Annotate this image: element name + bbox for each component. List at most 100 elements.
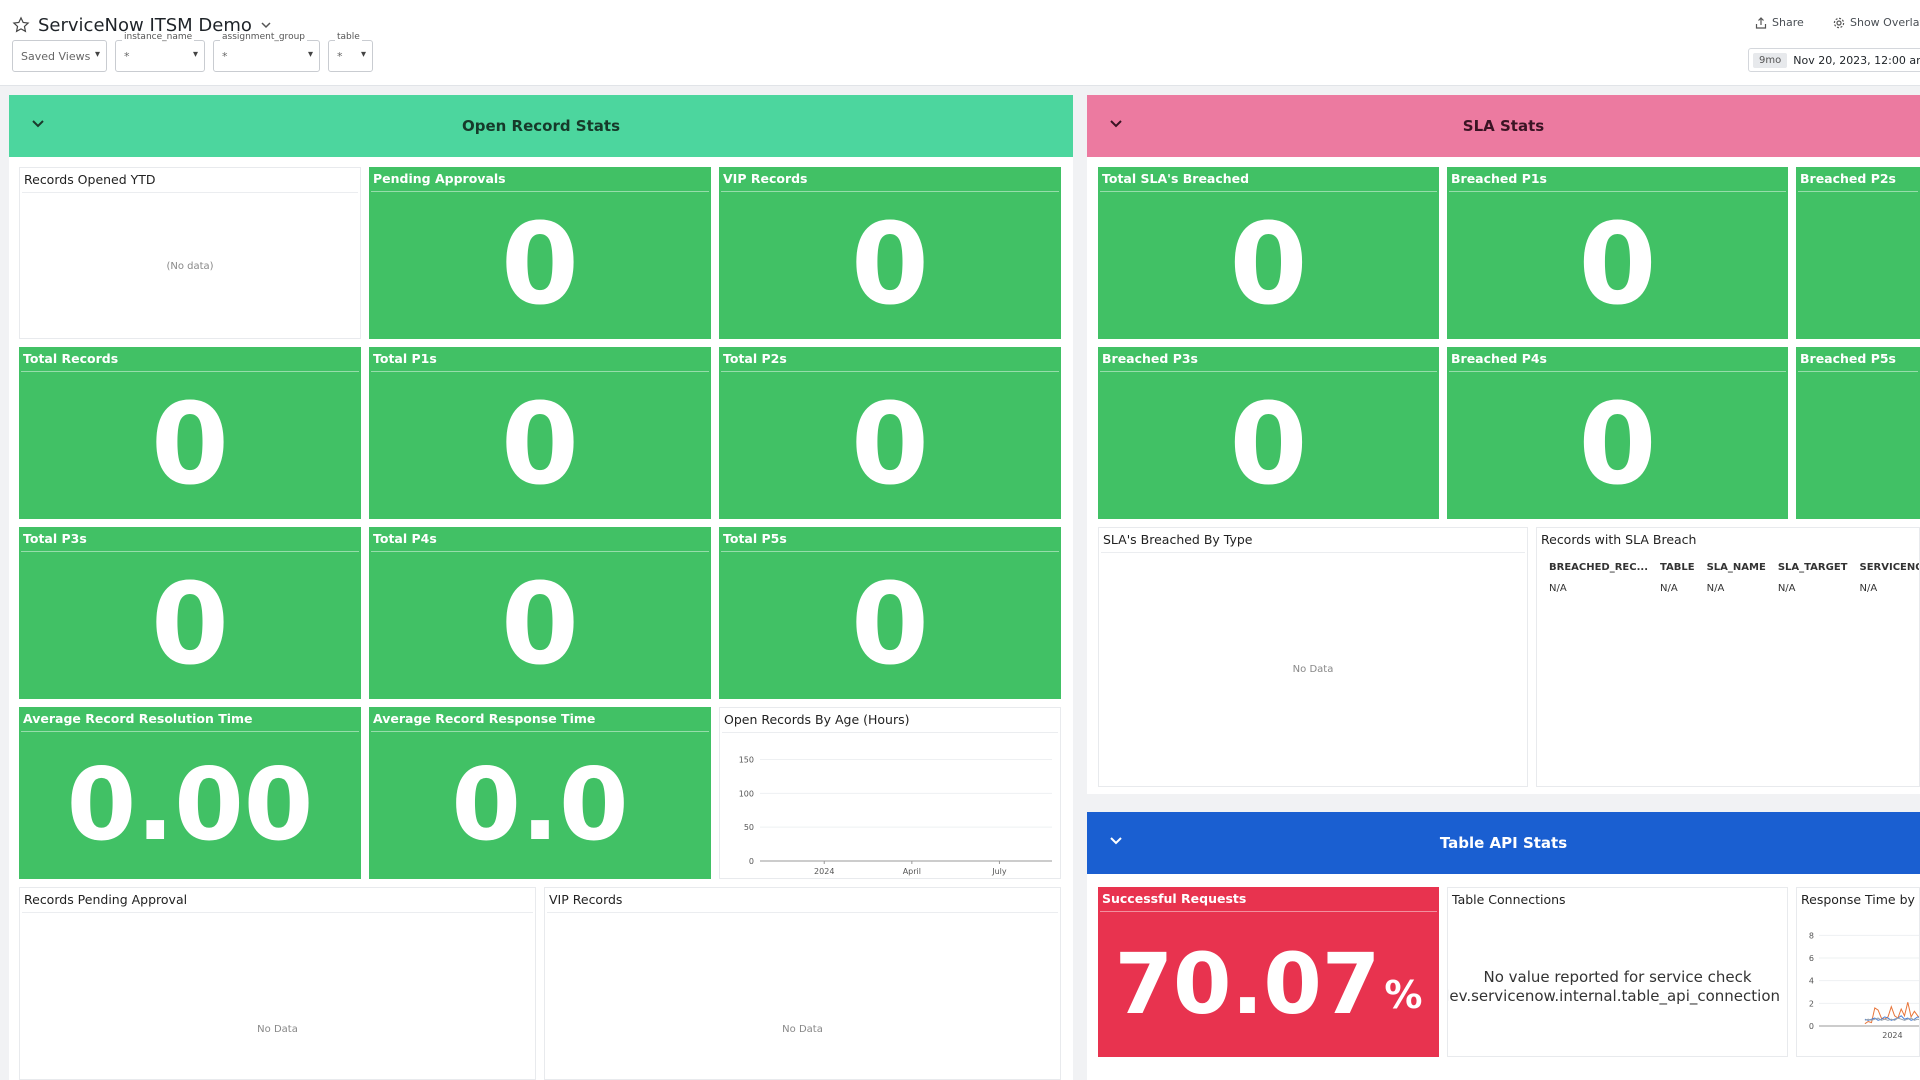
assignment-group-select[interactable]: assignment_group * ▾ — [213, 32, 320, 72]
widget-breached-p5s[interactable]: Breached P5s 0 — [1796, 347, 1920, 519]
widget-successful-requests[interactable]: Successful Requests 70.07 % — [1098, 887, 1439, 1057]
widget-open-records-by-age[interactable]: Open Records By Age (Hours) 0 50 100 150 202… — [719, 707, 1061, 879]
chevron-down-icon[interactable] — [27, 113, 49, 135]
widget-avg-response-time[interactable]: Average Record Response Time 0.0 — [369, 707, 711, 879]
show-overlays-button[interactable]: Show Overlays — [1833, 16, 1920, 29]
widget-total-p4s[interactable]: Total P4s 0 — [369, 527, 711, 699]
table-select[interactable]: table * ▾ — [328, 32, 373, 72]
column-header[interactable]: SLA_TARGET — [1777, 562, 1848, 573]
gear-icon — [1833, 17, 1845, 28]
instance-name-select[interactable]: instance_name * ▾ — [115, 32, 205, 72]
caret-down-icon: ▾ — [94, 49, 100, 60]
no-data-text: No Data — [257, 1024, 298, 1035]
widget-breached-p3s[interactable]: Breached P3s 0 — [1098, 347, 1439, 519]
widget-total-p3s[interactable]: Total P3s 0 — [19, 527, 361, 699]
share-label: Share — [1772, 16, 1804, 29]
column-header[interactable]: SLA_NAME — [1706, 562, 1766, 573]
y-tick-label: 150 — [739, 756, 754, 765]
group-header-open-record-stats[interactable]: Open Record Stats — [9, 95, 1073, 157]
star-icon[interactable] — [12, 16, 30, 34]
widget-total-slas-breached[interactable]: Total SLA's Breached 0 — [1098, 167, 1439, 339]
widget-title: Total P3s — [23, 531, 87, 546]
chevron-down-icon[interactable] — [1105, 113, 1127, 135]
no-data-text: No Data — [1292, 664, 1334, 675]
instance-name-label: instance_name — [122, 32, 195, 42]
saved-views-select[interactable]: Saved Views ▾ — [12, 40, 107, 72]
query-value: 0 — [1578, 380, 1657, 510]
column-header[interactable]: BREACHED_REC... — [1549, 562, 1648, 573]
widget-records-pending-approval[interactable]: Records Pending Approval No Data — [19, 887, 536, 1080]
y-tick-label: 4 — [1809, 977, 1814, 986]
no-data-text: No Data — [782, 1024, 823, 1035]
query-value: 0.00 — [66, 746, 314, 863]
column-header[interactable]: TABLE — [1660, 562, 1695, 573]
service-check-message: No value reported for service check rapd… — [1448, 968, 1787, 1006]
no-data-text: (No data) — [166, 261, 214, 272]
widget-breached-p4s[interactable]: Breached P4s 0 — [1447, 347, 1788, 519]
widget-breached-p2s[interactable]: Breached P2s 0 — [1796, 167, 1920, 339]
query-value: 0 — [151, 380, 229, 510]
query-value-wrap: 70.07 % — [1098, 911, 1439, 1057]
widget-total-p2s[interactable]: Total P2s 0 — [719, 347, 1061, 519]
table-label: table — [335, 32, 362, 42]
group-title: SLA Stats — [1462, 117, 1545, 135]
widget-title: Total P4s — [373, 531, 437, 546]
widget-title: Breached P2s — [1800, 171, 1896, 186]
widget-title: Total P2s — [723, 351, 787, 366]
widget-total-p5s[interactable]: Total P5s 0 — [719, 527, 1061, 699]
y-tick-label: 100 — [739, 789, 754, 798]
widget-title: VIP Records — [723, 171, 808, 186]
widget-vip-records-list[interactable]: VIP Records No Data — [544, 887, 1061, 1080]
group-header-sla-stats[interactable]: SLA Stats — [1087, 95, 1920, 157]
widget-title: Breached P5s — [1800, 351, 1896, 366]
query-value: 0 — [1578, 200, 1657, 330]
widget-title: Average Record Response Time — [373, 711, 596, 726]
show-overlays-label: Show Overlays — [1850, 16, 1920, 29]
group-header-table-api-stats[interactable]: Table API Stats — [1087, 812, 1920, 874]
share-button[interactable]: Share — [1755, 16, 1804, 29]
table-row[interactable]: N/A N/A N/A N/A N/A — [1543, 577, 1919, 600]
share-icon — [1755, 16, 1767, 29]
widget-title: Total Records — [23, 351, 119, 366]
widget-vip-records-count[interactable]: VIP Records 0 — [719, 167, 1061, 339]
query-value: 0 — [151, 560, 229, 690]
query-value: 0 — [1229, 380, 1308, 510]
dashboard-title[interactable]: ServiceNow ITSM Demo — [38, 14, 252, 36]
widget-total-p1s[interactable]: Total P1s 0 — [369, 347, 711, 519]
chevron-down-icon[interactable] — [1105, 830, 1127, 852]
y-tick-label: 0 — [749, 857, 754, 866]
instance-name-value: * — [124, 50, 130, 63]
widget-title: Total SLA's Breached — [1102, 171, 1250, 186]
query-value: 0 — [851, 200, 929, 330]
widget-title: Successful Requests — [1102, 891, 1247, 906]
widget-title: Pending Approvals — [373, 171, 506, 186]
widget-slas-breached-by-type[interactable]: SLA's Breached By Type No Data — [1098, 527, 1528, 787]
widget-title: Average Record Resolution Time — [23, 711, 253, 726]
widget-records-opened-ytd[interactable]: Records Opened YTD (No data) — [19, 167, 361, 339]
timeframe-value: Nov 20, 2023, 12:00 am — [1793, 53, 1920, 67]
assignment-group-label: assignment_group — [220, 32, 307, 42]
query-value: 0 — [501, 560, 579, 690]
table-cell: N/A — [1777, 583, 1796, 594]
widget-avg-resolution-time[interactable]: Average Record Resolution Time 0.00 — [19, 707, 361, 879]
y-tick-label: 8 — [1809, 931, 1814, 940]
column-header[interactable]: SERVICENOW_A... — [1859, 562, 1920, 573]
x-tick-label: 2024 — [1882, 1031, 1902, 1040]
widget-breached-p1s[interactable]: Breached P1s 0 — [1447, 167, 1788, 339]
query-value: 0 — [851, 560, 929, 690]
widget-total-records[interactable]: Total Records 0 — [19, 347, 361, 519]
widget-title: Records with SLA Breach — [1541, 532, 1697, 547]
chevron-down-icon[interactable] — [260, 19, 272, 31]
x-tick-label: 2024 — [814, 867, 834, 876]
widget-records-with-sla-breach[interactable]: Records with SLA Breach BREACHED_REC... … — [1536, 527, 1920, 787]
table-cell: N/A — [1859, 583, 1878, 594]
response-time-chart[interactable]: 0 2 4 6 8 2024 — [1797, 914, 1920, 1057]
timeframe-selector[interactable]: 9mo Nov 20, 2023, 12:00 am — [1748, 48, 1920, 72]
widget-table-connections[interactable]: Table Connections No value reported for … — [1447, 887, 1788, 1057]
y-tick-label: 2 — [1809, 999, 1814, 1008]
widget-pending-approvals[interactable]: Pending Approvals 0 — [369, 167, 711, 339]
group-title: Open Record Stats — [461, 117, 621, 135]
widget-response-time[interactable]: Response Time by E 0 2 4 6 8 2024 — [1796, 887, 1920, 1057]
records-by-age-chart[interactable]: 0 50 100 150 2024 April July — [720, 736, 1060, 878]
y-tick-label: 50 — [744, 823, 754, 832]
